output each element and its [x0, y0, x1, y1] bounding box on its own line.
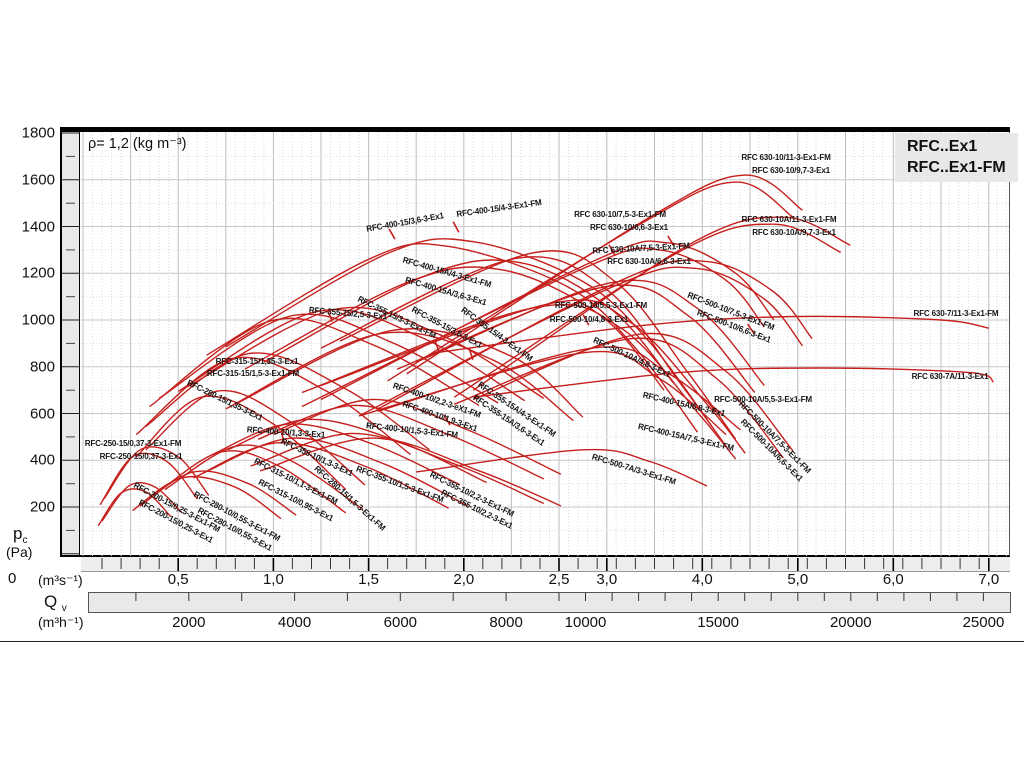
legend-line-2: RFC..Ex1-FM: [907, 159, 1006, 176]
capacity-limit-mark: [434, 340, 440, 352]
capacity-limit-mark: [452, 221, 460, 233]
curve-RFC-500-10-5-5-3-Ex1-FM: [320, 299, 746, 454]
curve-RFC-355-15-2-5-3-Ex1: [149, 317, 480, 408]
qv-axis-unit: (m³h⁻¹): [38, 614, 84, 630]
curve-RFC-400-15A-7-5-3-Ex1-FM: [339, 250, 737, 440]
curve-RFC-400-10-1-5-3-Ex1-FM: [227, 418, 487, 484]
qv-axis-bar: [88, 592, 1011, 613]
origin-zero-label: 0: [8, 570, 17, 587]
curve-RFC-355-10-1-3-3-Ex1: [193, 441, 449, 509]
curve-RFC-400-10-2-2-3-eX1-FM: [273, 398, 562, 475]
curve-RFC-400-15A-4-3-Ex1-FM: [263, 259, 675, 384]
plot-left-border: [60, 127, 62, 557]
curve-RFC-630-10A-9-7-3-Ex1: [453, 223, 841, 398]
density-label: ρ= 1,2 (kg m⁻³): [88, 136, 187, 152]
pressure-symbol: p: [13, 524, 23, 543]
qv-symbol: Q: [44, 592, 58, 611]
capacity-limit-mark: [707, 401, 717, 413]
qv-subscript: v: [61, 603, 67, 615]
plot-right-border: [1009, 132, 1010, 556]
y-ruler-strip: [62, 132, 80, 556]
pressure-subscript: c: [22, 535, 28, 547]
curve-RFC-280-15-1-5-3-Ex1-FM: [145, 389, 366, 486]
curve-RFC-500-7A-3-3-Ex1-FM: [416, 448, 708, 487]
curve-RFC-500-10A-7-5-3-Ex1-FM: [473, 332, 794, 452]
curve-RFC-315-15-1-35-3-Ex1: [135, 356, 411, 456]
capacity-limit-mark: [582, 314, 590, 326]
y-axis-title: pc: [13, 524, 27, 546]
qv-axis-title: Q v: [44, 592, 67, 614]
curve-RFC-500-10A-5-5-3-Ex1-FM: [377, 346, 741, 431]
curve-RFC-400-15A-6-8-3-Ex1: [320, 256, 727, 447]
legend-line-1: RFC..Ex1: [907, 138, 978, 155]
capacity-limit-mark: [280, 431, 286, 445]
plot-bottom-border: [60, 555, 1010, 557]
curve-RFC-500-10-4-8-3-Ex1: [301, 303, 737, 460]
curve-RFC-355-10-1-5-3-Ex1-FM: [202, 437, 468, 507]
curve-RFC-355-15A-3-6-3-Ex1: [225, 331, 574, 422]
curve-RFC-355-15-3-6-3-Ex1: [177, 308, 526, 402]
curve-RFC-630-10-11-3-Ex1-FM: [406, 174, 803, 375]
curve-RFC-315-10-1-1-3-Ex1-FM: [164, 444, 364, 510]
curve-RFC-355-10-2-2-3-Ex1-FM: [259, 437, 562, 507]
y-axis-unit: (Pa): [6, 544, 33, 560]
capacity-limit-mark: [443, 414, 451, 426]
x-tick-strip: [81, 557, 1010, 572]
curve-RFC-355-15-3-3-Ex1-FM: [158, 313, 499, 404]
curve-RFC-630-7A-11-3-Ex1: [473, 367, 994, 398]
capacity-limit-mark: [608, 244, 616, 256]
curve-RFC-630-10A-6-6-3-Ex1: [358, 266, 804, 417]
curve-RFC-400-10-1-3-3-Ex1: [212, 423, 461, 486]
curve-RFC-630-7-11-3-Ex1-FM: [435, 315, 989, 354]
curve-RFC-630-10A-11-3-Ex1-FM: [472, 216, 851, 391]
curve-RFC-630-10-9-7-3-Ex1: [387, 181, 794, 382]
curve-RFC-500-10-6-6-3-Ex1: [396, 284, 756, 393]
curve-RFC-400-15-4-3-Ex1-FM: [225, 238, 713, 427]
curve-RFC-315-10-0-95-3-Ex1: [154, 450, 347, 514]
capacity-limit-mark: [746, 323, 756, 335]
curve-RFC-500-10A-6-6-3-Ex1: [454, 337, 784, 459]
flow-axis-unit: (m³s⁻¹): [38, 572, 83, 588]
curve-RFC-500-10-7-5-3-Ex1-FM: [415, 279, 765, 386]
capacity-limit-mark: [667, 235, 675, 247]
curve-RFC-250-15-0-37-3-Ex1: [99, 452, 198, 506]
capacity-limit-mark: [327, 310, 333, 322]
capacity-limit-mark: [388, 228, 396, 240]
curve-RFC-355-15-4-3-Ex1-FM: [187, 306, 545, 399]
legend-box: RFC..Ex1 RFC..Ex1-FM: [895, 133, 1018, 182]
curve-RFC-315-15-1-5-3-Ex1-FM: [145, 352, 430, 451]
curve-RFC-280-10-0-55-3-Ex1: [132, 475, 282, 520]
bottom-rule: [0, 641, 1024, 642]
curve-RFC-200-15-0-25-3-Ex1-FM: [101, 482, 183, 522]
capacity-limit-mark: [468, 348, 474, 360]
plot-top-border: [60, 127, 1010, 132]
curve-RFC-630-10-7-5-3-Ex1-FM: [320, 240, 775, 401]
curve-RFC-200-15-0-25-3-Ex1: [97, 488, 172, 527]
curve-RFC-355-15A-4-3-Ex1-FM: [235, 328, 584, 418]
curve-RFC-630-10A-7-5-3-Ex1-FM: [377, 259, 813, 410]
